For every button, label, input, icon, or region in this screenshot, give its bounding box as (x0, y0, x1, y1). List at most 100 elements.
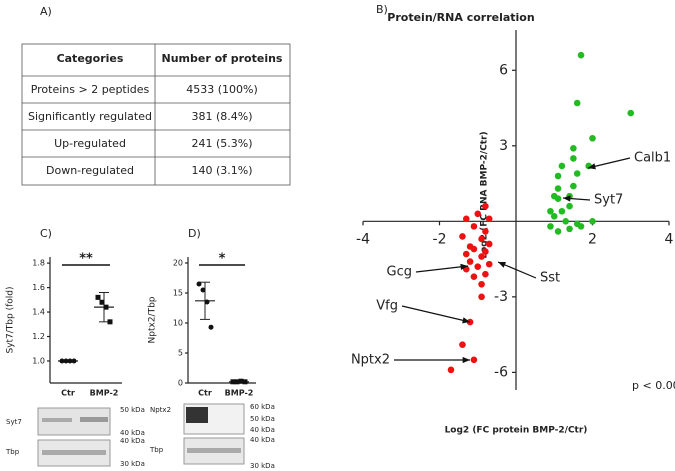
y-tick-label: 15 (173, 289, 183, 298)
kda-label: 40 kDa (250, 436, 275, 444)
table-cell: Up-regulated (54, 137, 126, 150)
point (95, 294, 101, 300)
point (589, 218, 596, 225)
arrow (401, 305, 471, 323)
point (63, 358, 69, 364)
table-header: Number of proteins (162, 52, 283, 65)
point (103, 304, 109, 310)
table-border (21, 43, 291, 186)
point (478, 235, 485, 243)
table-cell: Down-regulated (46, 164, 134, 177)
point (577, 223, 585, 230)
point (67, 358, 73, 364)
point (474, 210, 482, 218)
band (186, 407, 208, 423)
point (234, 379, 240, 385)
point (196, 281, 202, 287)
point (462, 215, 470, 223)
panel-label: B) (376, 3, 388, 16)
point (550, 212, 558, 220)
y-tick-label: 3 (499, 138, 508, 154)
point (554, 228, 562, 235)
kda-label: 30 kDa (250, 462, 275, 470)
band (80, 417, 108, 422)
blot-label: Tbp (149, 446, 164, 454)
y-tick-label: 1.6 (32, 283, 45, 292)
point (577, 51, 585, 59)
panel-label: D) (188, 227, 201, 240)
arrow-head (563, 195, 571, 202)
point (478, 280, 485, 288)
point (566, 225, 573, 233)
point (554, 172, 562, 180)
point (566, 202, 573, 210)
y-tick-label: 1.4 (32, 308, 45, 317)
band (187, 448, 241, 453)
arrow (415, 265, 469, 273)
x-axis-label: Log2 (FC protein BMP-2/Ctr) (445, 426, 588, 436)
annotation: Vfg (376, 299, 398, 314)
y-tick-label: 10 (173, 319, 183, 328)
arrow-head (498, 261, 506, 268)
chart-title: Protein/RNA correlation (387, 11, 534, 24)
point (627, 109, 635, 117)
point (554, 185, 562, 192)
x-tick-label: Ctr (198, 389, 212, 398)
blot-label: Nptx2 (150, 406, 171, 414)
point (482, 248, 489, 255)
kda-label: 40 kDa (120, 437, 145, 445)
point (474, 263, 482, 270)
x-tick-label: -4 (356, 231, 370, 247)
point (570, 145, 577, 152)
point (204, 299, 210, 305)
point (558, 207, 566, 215)
table-header: Categories (57, 52, 124, 65)
point (482, 228, 489, 235)
y-tick-label: 5 (178, 349, 183, 358)
y-axis-label: Syt7/Tbp (fold) (6, 286, 16, 353)
point (482, 202, 489, 210)
panel-label: C) (40, 227, 52, 240)
point (107, 319, 113, 325)
kda-label: 40 kDa (120, 429, 145, 437)
kda-label: 50 kDa (250, 415, 275, 423)
annotation: p < 0.0001 (632, 379, 675, 392)
point (589, 134, 596, 142)
point (466, 258, 474, 265)
y-axis-label: Nptx2/Tbp (148, 296, 158, 343)
significance: ** (79, 252, 93, 267)
arrow-head (462, 356, 470, 364)
point (554, 195, 562, 202)
y-tick-label: 1.2 (32, 332, 45, 341)
blot-label: Syt7 (6, 418, 22, 426)
annotation: Calb1 (634, 151, 671, 166)
table-cell: 4533 (100%) (186, 83, 258, 96)
table-cell: 381 (8.4%) (191, 110, 252, 123)
point (470, 273, 478, 281)
arrow-head (460, 263, 468, 270)
x-tick-label: BMP-2 (90, 389, 119, 398)
y-tick-label: 6 (499, 62, 508, 78)
point (230, 379, 236, 385)
table-cell: 140 (3.1%) (191, 164, 252, 177)
point (562, 218, 570, 225)
point (573, 99, 581, 107)
point (485, 240, 493, 248)
y-tick-label: -3 (494, 289, 508, 305)
point (459, 341, 466, 348)
y-tick-label: 0 (178, 379, 183, 388)
point (570, 155, 577, 162)
point (470, 223, 478, 230)
significance: * (219, 252, 226, 267)
point (470, 356, 478, 364)
kda-label: 50 kDa (120, 406, 145, 414)
point (447, 366, 455, 374)
point (99, 299, 105, 305)
y-tick-label: 1.8 (32, 259, 45, 268)
point (547, 207, 554, 215)
point (478, 253, 485, 260)
point (478, 293, 485, 301)
x-tick-label: Ctr (61, 389, 75, 398)
